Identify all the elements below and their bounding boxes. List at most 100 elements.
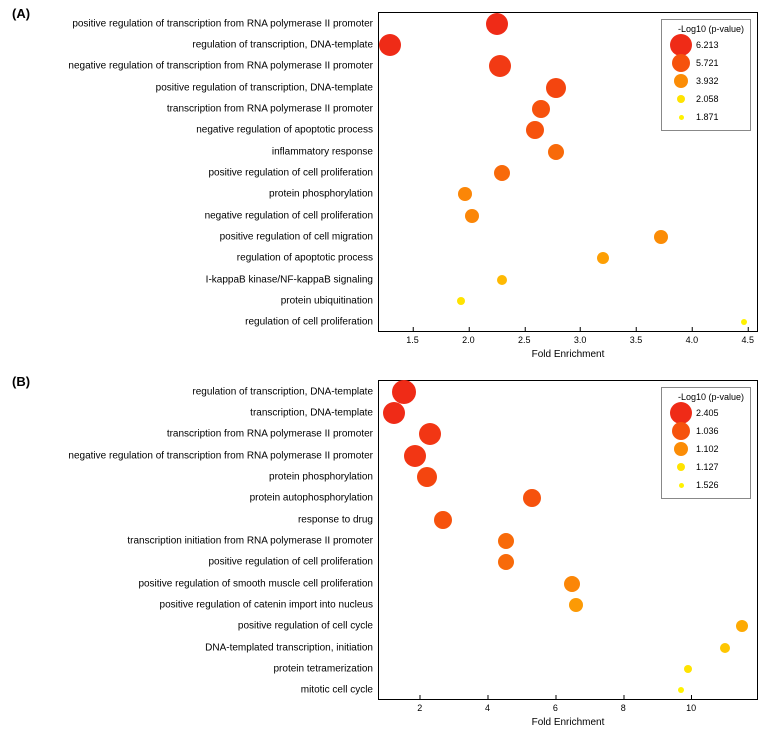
legend-swatch-cell [668, 422, 694, 440]
legend-swatch [670, 34, 692, 56]
legend-item: 6.213 [668, 36, 744, 54]
panel-label-A: (A) [12, 6, 30, 21]
legend-item: 1.871 [668, 108, 744, 126]
x-axis-label: Fold Enrichment [532, 349, 605, 360]
data-point [434, 511, 452, 529]
figure: (A) positive regulation of transcription … [0, 0, 776, 733]
data-point [523, 489, 541, 507]
legend-value: 1.036 [694, 426, 719, 436]
data-point [597, 252, 609, 264]
data-point [741, 319, 747, 325]
y-category-label: positive regulation of cell cycle [238, 621, 379, 632]
y-category-label: negative regulation of cell proliferatio… [205, 210, 379, 221]
legend-value: 2.058 [694, 94, 719, 104]
y-category-label: DNA-templated transcription, initiation [205, 642, 379, 653]
y-category-label: positive regulation of catenin import in… [160, 600, 379, 611]
y-category-label: positive regulation of transcription fro… [72, 18, 379, 29]
y-category-label: protein phosphorylation [269, 189, 379, 200]
legend-item: 1.102 [668, 440, 744, 458]
data-point [379, 34, 401, 56]
legend-swatch-cell [668, 463, 694, 471]
legend-item: 3.932 [668, 72, 744, 90]
legend-swatch [674, 442, 688, 456]
y-category-label: regulation of cell proliferation [245, 317, 379, 328]
y-category-label: regulation of transcription, DNA-templat… [192, 40, 379, 51]
legend-swatch-cell [668, 54, 694, 72]
y-category-label: transcription from RNA polymerase II pro… [167, 104, 379, 115]
data-point [526, 121, 544, 139]
legend-swatch [679, 115, 684, 120]
y-category-label: response to drug [298, 514, 379, 525]
x-tick-label: 4.5 [742, 331, 755, 345]
legend-B: -Log10 (p-value)2.4051.0361.1021.1271.52… [661, 387, 751, 499]
data-point [458, 187, 472, 201]
legend-value: 1.127 [694, 462, 719, 472]
data-point [569, 598, 583, 612]
x-tick-label: 2.0 [462, 331, 475, 345]
y-category-label: negative regulation of transcription fro… [68, 61, 379, 72]
y-category-label: mitotic cell cycle [301, 685, 379, 696]
data-point [419, 423, 441, 445]
data-point [546, 78, 566, 98]
y-category-label: transcription initiation from RNA polyme… [127, 536, 379, 547]
y-category-label: protein autophosphorylation [250, 493, 379, 504]
data-point [383, 402, 405, 424]
data-point [678, 687, 684, 693]
legend-swatch [679, 483, 684, 488]
x-tick-label: 6 [553, 699, 558, 713]
data-point [417, 467, 437, 487]
y-category-label: transcription from RNA polymerase II pro… [167, 429, 379, 440]
y-category-label: positive regulation of cell migration [220, 232, 379, 243]
x-tick-label: 2 [417, 699, 422, 713]
data-point [564, 576, 580, 592]
data-point [489, 55, 511, 77]
data-point [684, 665, 692, 673]
y-category-label: positive regulation of smooth muscle cel… [138, 578, 379, 589]
data-point [654, 230, 668, 244]
legend-value: 1.526 [694, 480, 719, 490]
x-tick-label: 3.0 [574, 331, 587, 345]
x-tick-label: 4.0 [686, 331, 699, 345]
y-category-label: positive regulation of transcription, DN… [156, 82, 379, 93]
legend-A: -Log10 (p-value) 6.213 5.7213.932 2.058 1.87… [661, 19, 751, 131]
data-point [736, 620, 748, 632]
legend-item: 5.721 [668, 54, 744, 72]
data-point [486, 13, 508, 35]
data-point [532, 100, 550, 118]
legend-swatch-cell [668, 483, 694, 488]
y-category-label: protein ubiquitination [281, 296, 379, 307]
legend-title: -Log10 (p-value) [668, 24, 744, 34]
data-point [404, 445, 426, 467]
legend-swatch [674, 74, 688, 88]
data-point [548, 144, 564, 160]
data-point [392, 380, 416, 404]
legend-item: 1.036 [668, 422, 744, 440]
data-point [720, 643, 730, 653]
x-tick-label: 8 [621, 699, 626, 713]
x-tick-label: 10 [686, 699, 696, 713]
legend-swatch-cell [668, 95, 694, 103]
legend-value: 1.871 [694, 112, 719, 122]
y-category-label: inflammatory response [272, 146, 379, 157]
legend-swatch [670, 402, 692, 424]
panel-label-B: (B) [12, 374, 30, 389]
legend-swatch [677, 463, 685, 471]
legend-swatch-cell [668, 402, 694, 424]
y-category-label: positive regulation of cell proliferatio… [208, 557, 379, 568]
data-point [498, 554, 514, 570]
legend-title: -Log10 (p-value) [668, 392, 744, 402]
legend-swatch-cell [668, 34, 694, 56]
legend-swatch [672, 54, 690, 72]
y-category-label: protein tetramerization [274, 664, 380, 675]
x-tick-label: 2.5 [518, 331, 531, 345]
legend-value: 6.213 [694, 40, 719, 50]
legend-swatch [672, 422, 690, 440]
y-category-label: regulation of apoptotic process [237, 253, 379, 264]
plot-frame-A: positive regulation of transcription fro… [378, 12, 758, 332]
data-point [498, 533, 514, 549]
x-tick-label: 1.5 [406, 331, 419, 345]
data-point [494, 165, 510, 181]
y-category-label: negative regulation of transcription fro… [68, 450, 379, 461]
x-tick-label: 3.5 [630, 331, 643, 345]
data-point [497, 275, 507, 285]
